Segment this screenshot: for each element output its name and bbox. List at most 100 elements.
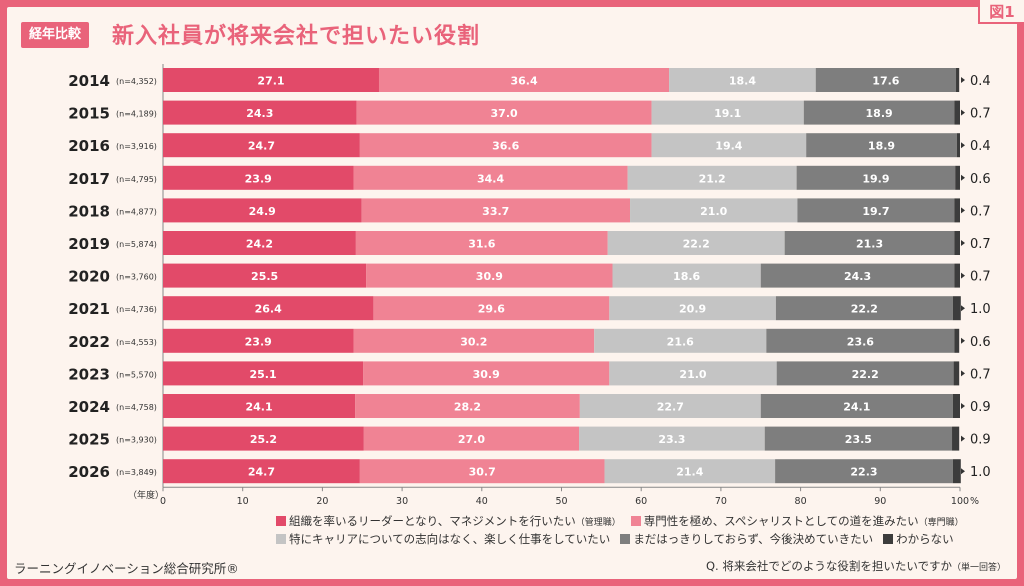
value-label-management-2026: 24.7 — [248, 466, 275, 479]
bar-undecided-2026 — [604, 459, 776, 484]
value-label-management-2016: 24.7 — [248, 140, 275, 153]
sample-size-2014: (n=4,352) — [116, 77, 157, 86]
value-label-specialist-2017: 34.4 — [477, 172, 504, 185]
bar-unknown-2022 — [954, 328, 960, 353]
sample-size-2015: (n=4,189) — [116, 110, 157, 119]
value-label-undecided-2024: 22.7 — [657, 401, 684, 414]
bar-no-promotion-2015 — [803, 100, 955, 125]
value-label-undecided-2014: 18.4 — [729, 75, 756, 88]
bar-undecided-2015 — [651, 100, 804, 125]
value-label-undecided-2019: 22.2 — [683, 238, 710, 251]
value-label-no-promotion-2018: 19.7 — [862, 205, 889, 218]
x-tick-label-40: 40 — [476, 496, 488, 507]
legend-note-management: （管理職） — [575, 517, 621, 528]
value-pointer-unknown-2022 — [961, 337, 965, 344]
value-pointer-unknown-2017 — [961, 174, 965, 181]
bar-no-promotion-2022 — [766, 328, 955, 353]
bar-management-2016 — [163, 133, 360, 158]
bar-management-2020 — [163, 263, 367, 288]
value-pointer-unknown-2016 — [961, 142, 965, 149]
legend-swatch-management — [276, 516, 286, 526]
value-pointer-unknown-2015 — [961, 109, 965, 116]
bar-no-promotion-2017 — [796, 165, 956, 190]
sample-size-2026: (n=3,849) — [116, 468, 157, 477]
bar-management-2015 — [163, 100, 357, 125]
comparison-badge: 経年比較 — [21, 22, 90, 48]
value-label-no-promotion-2017: 19.9 — [862, 172, 889, 185]
bar-unknown-2025 — [952, 426, 960, 451]
value-label-no-promotion-2014: 17.6 — [872, 75, 899, 88]
bar-management-2017 — [163, 165, 354, 190]
value-label-no-promotion-2020: 24.3 — [844, 270, 871, 283]
value-label-unknown-2021: 1.0 — [970, 302, 991, 317]
bar-no-promotion-2016 — [806, 133, 957, 158]
value-label-no-promotion-2026: 22.3 — [850, 466, 877, 479]
value-label-unknown-2020: 0.7 — [970, 270, 991, 285]
bar-undecided-2025 — [579, 426, 765, 451]
bar-undecided-2022 — [594, 328, 767, 353]
year-label-2020: 2020 — [68, 268, 110, 286]
value-label-undecided-2016: 19.4 — [715, 140, 742, 153]
legend-item-undecided: 特にキャリアについての志向はなく、楽しく仕事をしていたい — [276, 531, 610, 547]
value-label-unknown-2019: 0.7 — [970, 237, 991, 252]
sample-size-2025: (n=3,930) — [116, 436, 157, 445]
year-label-2017: 2017 — [68, 170, 110, 188]
bar-management-2023 — [163, 361, 364, 386]
chart-title: 新入社員が将来会社で担いたい役割 — [112, 24, 481, 49]
value-label-undecided-2023: 21.0 — [679, 368, 706, 381]
value-label-undecided-2015: 19.1 — [714, 107, 741, 120]
value-label-management-2020: 25.5 — [251, 270, 278, 283]
survey-question: Q. 将来会社でどのような役割を担いたいですか（単一回答） — [706, 558, 1006, 574]
value-label-undecided-2018: 21.0 — [700, 205, 727, 218]
legend-swatch-unknown — [883, 534, 894, 544]
value-label-management-2017: 23.9 — [245, 172, 272, 185]
value-label-management-2025: 25.2 — [250, 433, 277, 446]
sample-size-2023: (n=5,570) — [116, 370, 157, 379]
bar-unknown-2015 — [954, 100, 960, 125]
value-label-specialist-2022: 30.2 — [460, 335, 487, 348]
bar-specialist-2021 — [373, 296, 610, 321]
stacked-bar-chart: 2014 (n=4,352) 27.1 36.4 18.4 17.6 0.4 2015 (n=4… — [68, 64, 991, 507]
bar-undecided-2021 — [609, 296, 776, 321]
bar-specialist-2019 — [355, 231, 608, 255]
value-pointer-unknown-2020 — [961, 272, 965, 279]
year-label-2024: 2024 — [68, 398, 110, 416]
bar-specialist-2018 — [361, 198, 631, 223]
value-label-management-2023: 25.1 — [249, 368, 276, 381]
value-label-undecided-2021: 20.9 — [679, 303, 706, 316]
value-label-unknown-2015: 0.7 — [970, 107, 991, 122]
value-pointer-unknown-2026 — [961, 468, 965, 475]
bar-unknown-2017 — [955, 165, 960, 190]
legend-item-specialist: 専門性を極め、スペシャリストとしての道を進みたい （専門職） — [630, 513, 964, 529]
bar-unknown-2023 — [953, 361, 960, 386]
legend-row-2: 特にキャリアについての志向はなく、楽しく仕事をしていたい まだはっきりしておらず… — [276, 530, 1006, 548]
legend-note-specialist: （専門職） — [918, 517, 964, 528]
bar-management-2021 — [163, 296, 374, 321]
value-label-specialist-2020: 30.9 — [476, 270, 503, 283]
value-label-undecided-2025: 23.3 — [658, 433, 685, 446]
bar-no-promotion-2024 — [760, 394, 953, 418]
legend-row-1: 組織を率いるリーダーとなり、マネジメントを行いたい （管理職） 専門性を極め、ス… — [276, 512, 1006, 530]
bar-management-2014 — [163, 68, 379, 92]
bar-no-promotion-2023 — [776, 361, 954, 386]
x-tick-label-50: 50 — [555, 496, 567, 507]
value-label-management-2018: 24.9 — [249, 205, 276, 218]
x-tick-label-0: 0 — [160, 496, 166, 507]
year-unit-label: （年度） — [128, 489, 164, 501]
sample-size-2020: (n=3,760) — [116, 273, 157, 282]
value-label-specialist-2014: 36.4 — [510, 75, 537, 88]
bar-undecided-2017 — [627, 165, 797, 190]
x-tick-label-60: 60 — [635, 496, 647, 507]
value-pointer-unknown-2019 — [961, 240, 965, 246]
bar-unknown-2026 — [952, 459, 961, 484]
bar-management-2025 — [163, 426, 364, 451]
question-text: Q. 将来会社でどのような役割を担いたいですか — [705, 559, 952, 573]
sample-size-2019: (n=5,874) — [116, 240, 157, 249]
x-tick-label-10: 10 — [237, 496, 249, 507]
bar-no-promotion-2014 — [815, 68, 957, 92]
value-label-no-promotion-2022: 23.6 — [847, 335, 874, 348]
value-label-no-promotion-2021: 22.2 — [851, 303, 878, 316]
year-label-2014: 2014 — [68, 72, 110, 90]
value-label-management-2014: 27.1 — [257, 75, 284, 88]
value-label-unknown-2017: 0.6 — [970, 172, 991, 187]
